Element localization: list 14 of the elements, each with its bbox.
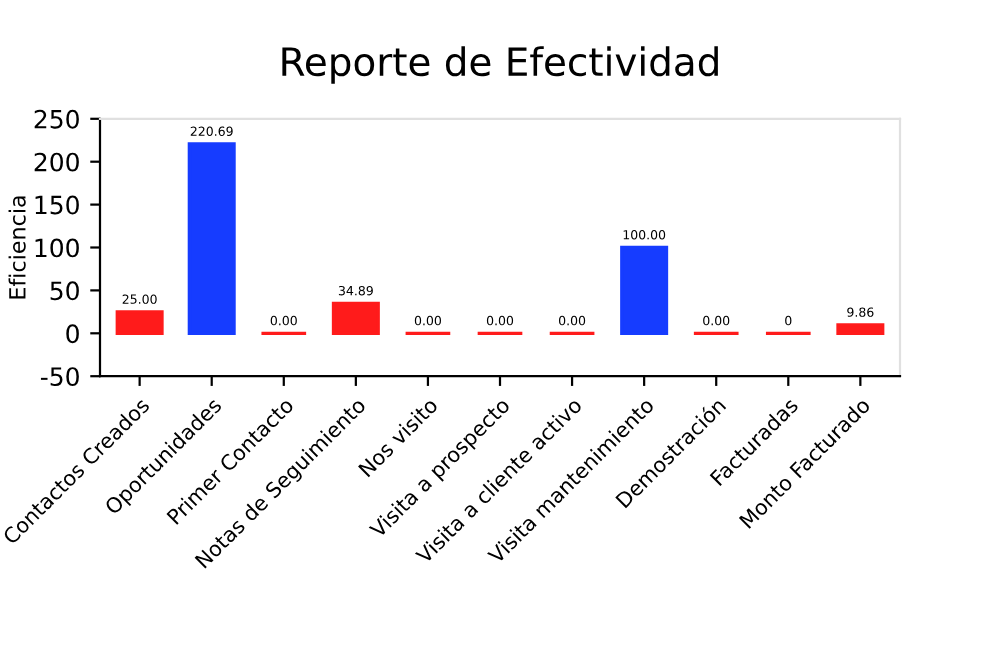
y-tick-label: 100 [35,238,79,258]
y-tick-label: 200 [34,152,79,172]
y-tick-label: 250 [34,109,79,129]
y-tick-label: -50 [40,367,79,387]
y-tick-label: 150 [35,195,79,215]
bar [115,310,164,335]
y-axis-title: Eficiencia [8,196,26,299]
bar [187,142,236,335]
bar [331,301,380,335]
bar [620,245,669,335]
bar [836,323,885,335]
y-tick-label: 0 [66,324,79,344]
chart-title: Reporte de Efectividad [282,46,718,84]
y-tick-label: 50 [50,281,79,301]
